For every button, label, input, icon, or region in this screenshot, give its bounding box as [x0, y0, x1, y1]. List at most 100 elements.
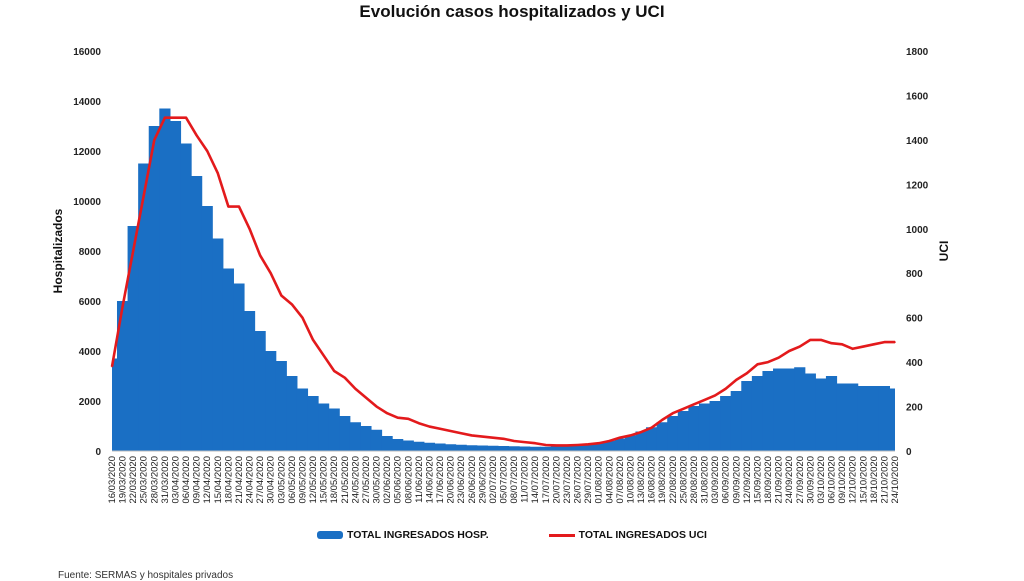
- bar-hosp: [402, 440, 414, 451]
- bar-hosp: [836, 383, 848, 451]
- point-uci: [386, 412, 388, 415]
- point-uci: [312, 339, 314, 341]
- x-tick-label: 15/04/2020: [213, 456, 224, 504]
- x-tick-label: 24/09/2020: [784, 456, 795, 504]
- bar-hosp: [413, 441, 425, 451]
- x-tick-label: 26/07/2020: [573, 456, 584, 504]
- y-tick-label: 12000: [73, 147, 101, 158]
- bar-hosp: [254, 331, 266, 451]
- bar-hosp: [180, 143, 192, 451]
- point-uci: [418, 422, 420, 425]
- bar-hosp: [318, 403, 330, 451]
- x-tick-label: 29/06/2020: [477, 456, 488, 504]
- x-tick-label: 03/04/2020: [170, 456, 181, 504]
- bar-hosp: [434, 443, 446, 451]
- x-tick-label: 14/06/2020: [424, 456, 435, 504]
- x-tick-label: 22/03/2020: [128, 456, 139, 504]
- y2-tick-label: 1600: [906, 91, 929, 102]
- point-uci: [142, 194, 145, 197]
- point-uci: [894, 341, 896, 343]
- bar-hosp: [783, 368, 795, 451]
- bar-hosp: [656, 422, 668, 451]
- legend-label-hosp: TOTAL INGRESADOS HOSP.: [347, 529, 489, 541]
- bar-hosp: [148, 126, 160, 451]
- bar-hosp: [720, 396, 732, 451]
- point-uci: [280, 294, 283, 297]
- x-tick-label: 13/08/2020: [636, 456, 647, 504]
- point-uci: [693, 403, 695, 406]
- bar-hosp: [381, 436, 393, 451]
- x-tick-label: 03/05/2020: [276, 456, 287, 504]
- x-tick-label: 08/07/2020: [509, 456, 520, 504]
- x-tick-label: 12/10/2020: [848, 456, 859, 504]
- bar-hosp: [857, 386, 869, 451]
- x-tick-label: 07/08/2020: [615, 456, 626, 504]
- point-uci: [820, 339, 822, 341]
- bar-hosp: [540, 446, 552, 451]
- point-uci: [354, 387, 357, 390]
- point-uci: [735, 379, 738, 381]
- bar-hosp: [307, 396, 319, 451]
- point-uci: [322, 354, 325, 357]
- point-uci: [777, 356, 780, 359]
- point-uci: [873, 343, 875, 346]
- x-tick-label: 15/10/2020: [858, 456, 869, 504]
- x-tick-label: 12/05/2020: [308, 456, 319, 504]
- point-uci: [703, 399, 706, 401]
- point-uci: [206, 150, 209, 152]
- bar-hosp: [741, 381, 753, 451]
- point-uci: [365, 396, 367, 399]
- point-uci: [746, 372, 748, 375]
- point-uci: [640, 431, 642, 433]
- bar-hosp: [508, 446, 520, 451]
- bar-hosp: [794, 367, 806, 451]
- bar-hosp: [423, 442, 436, 451]
- bar-hosp: [519, 446, 531, 451]
- bar-hosp: [603, 441, 615, 451]
- x-tick-label: 03/10/2020: [816, 456, 827, 504]
- x-tick-label: 09/04/2020: [192, 456, 203, 504]
- legend-swatch-hosp: [317, 531, 344, 539]
- point-uci: [227, 205, 230, 208]
- x-tick-label: 08/06/2020: [403, 456, 414, 504]
- x-tick-label: 17/07/2020: [541, 456, 552, 504]
- bar-hosp: [328, 408, 340, 451]
- point-uci: [301, 316, 304, 319]
- point-uci: [566, 444, 568, 447]
- x-tick-label: 23/06/2020: [456, 456, 467, 504]
- point-uci: [121, 305, 124, 308]
- x-tick-label: 20/07/2020: [551, 456, 562, 504]
- x-tick-label: 29/07/2020: [583, 456, 594, 504]
- bar-hosp: [360, 426, 372, 451]
- x-tick-label: 21/04/2020: [234, 456, 245, 504]
- y-tick-label: 16000: [73, 47, 101, 58]
- y2-tick-label: 1200: [906, 180, 929, 191]
- point-uci: [619, 436, 621, 439]
- x-tick-label: 03/09/2020: [710, 456, 721, 504]
- bar-hosp: [677, 411, 689, 451]
- x-tick-label: 02/06/2020: [382, 456, 393, 504]
- x-tick-label: 19/08/2020: [657, 456, 668, 504]
- bar-hosp: [635, 431, 647, 451]
- point-uci: [862, 345, 865, 348]
- bar-hosp: [709, 401, 721, 451]
- x-tick-label: 25/03/2020: [139, 456, 150, 504]
- x-tick-label: 24/04/2020: [245, 456, 256, 504]
- y-tick-label: 6000: [79, 297, 102, 308]
- bar-hosp: [265, 351, 277, 451]
- point-uci: [513, 440, 515, 442]
- bar-hosp: [116, 301, 129, 451]
- point-uci: [248, 227, 251, 230]
- point-uci: [671, 412, 674, 415]
- bar-hosp: [868, 386, 880, 451]
- x-tick-label: 10/08/2020: [625, 456, 636, 504]
- point-uci: [174, 116, 177, 119]
- y-axis-label: Hospitalizados: [51, 208, 65, 293]
- bar-hosp: [561, 446, 573, 451]
- x-tick-label: 01/08/2020: [594, 456, 605, 504]
- bar-hosp: [878, 386, 891, 451]
- point-uci: [502, 437, 505, 440]
- point-uci: [333, 370, 336, 372]
- bar-hosp: [571, 445, 584, 451]
- x-tick-label: 15/05/2020: [319, 456, 330, 504]
